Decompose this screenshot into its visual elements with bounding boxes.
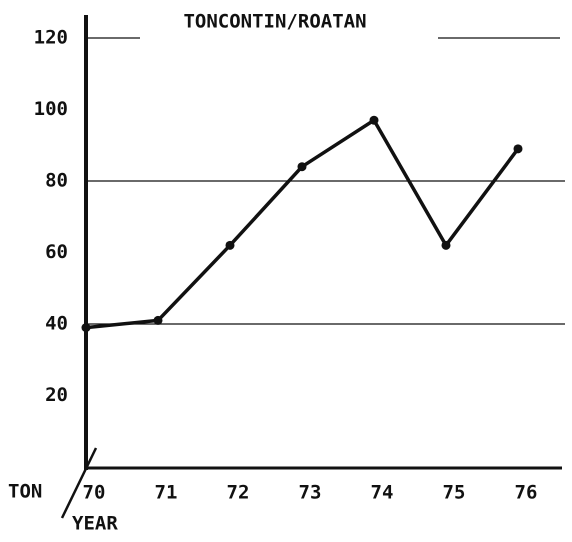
data-point: [513, 144, 523, 154]
y-tick-label: 60: [45, 241, 68, 263]
y-tick-label: 40: [45, 313, 68, 335]
data-point: [81, 323, 91, 333]
x-tick-label: 73: [299, 482, 322, 504]
data-point: [441, 240, 451, 250]
axis-slash: [60, 447, 98, 519]
y-tick-label: 80: [45, 170, 68, 192]
y-tick-label: 120: [34, 27, 68, 49]
data-point: [297, 162, 307, 172]
x-tick-label: 72: [227, 482, 250, 504]
x-tick-label: 70: [83, 482, 106, 504]
x-axis-label: YEAR: [72, 513, 118, 535]
y-tick-label: 100: [34, 98, 68, 120]
data-point: [369, 115, 379, 125]
chart-title: TONCONTIN/ROATAN: [183, 11, 366, 33]
data-point: [153, 315, 163, 325]
x-tick-label: 76: [515, 482, 538, 504]
data-point: [225, 240, 235, 250]
y-tick-label: 20: [45, 384, 68, 406]
x-tick-label: 75: [443, 482, 466, 504]
x-tick-label: 71: [155, 482, 178, 504]
data-line: [85, 118, 520, 330]
x-tick-label: 74: [371, 482, 394, 504]
y-axis-label: TON: [8, 481, 42, 503]
